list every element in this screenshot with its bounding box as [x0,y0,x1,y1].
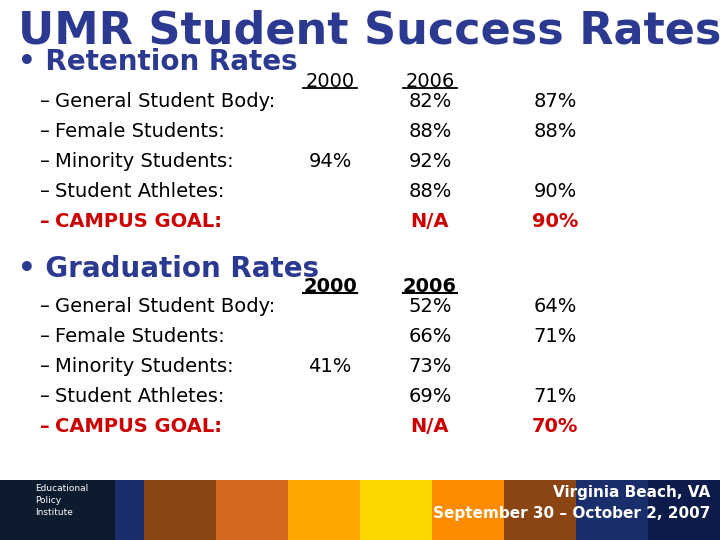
Bar [0,480,115,540]
Text: –: – [40,357,50,376]
Text: 41%: 41% [308,357,351,376]
Text: UMR Student Success Rates: UMR Student Success Rates [18,10,720,53]
Bar [288,480,361,540]
Bar [360,480,433,540]
Text: –: – [40,417,50,436]
Text: 90%: 90% [534,182,577,201]
Bar [576,480,649,540]
Text: –: – [40,327,50,346]
Text: CAMPUS GOAL:: CAMPUS GOAL: [55,417,222,436]
Text: 71%: 71% [534,327,577,346]
Text: –: – [40,212,50,231]
Text: 2000: 2000 [303,277,357,296]
Text: General Student Body:: General Student Body: [55,92,275,111]
Text: 64%: 64% [534,297,577,316]
Bar [648,480,720,540]
Text: 2006: 2006 [403,277,457,296]
Text: 73%: 73% [408,357,451,376]
Text: General Student Body:: General Student Body: [55,297,275,316]
Text: 82%: 82% [408,92,451,111]
Text: Student Athletes:: Student Athletes: [55,182,225,201]
Bar [144,480,217,540]
Text: –: – [40,387,50,406]
Bar [504,480,577,540]
Bar [72,480,145,540]
Text: 66%: 66% [408,327,451,346]
Text: 94%: 94% [308,152,351,171]
Text: Minority Students:: Minority Students: [55,152,233,171]
Text: –: – [40,182,50,201]
Text: 69%: 69% [408,387,451,406]
Text: • Retention Rates: • Retention Rates [18,48,297,76]
Text: Female Students:: Female Students: [55,122,225,141]
Text: Educational
Policy
Institute: Educational Policy Institute [35,484,89,517]
Text: 88%: 88% [534,122,577,141]
Text: –: – [40,297,50,316]
Text: 88%: 88% [408,122,451,141]
Bar [432,480,505,540]
Bar [0,480,73,540]
Text: Virginia Beach, VA
September 30 – October 2, 2007: Virginia Beach, VA September 30 – Octobe… [433,485,710,521]
Text: Female Students:: Female Students: [55,327,225,346]
Text: Minority Students:: Minority Students: [55,357,233,376]
Text: 87%: 87% [534,92,577,111]
Text: • Graduation Rates: • Graduation Rates [18,255,319,283]
Text: 71%: 71% [534,387,577,406]
Text: N/A: N/A [410,212,449,231]
Text: N/A: N/A [410,417,449,436]
Text: 70%: 70% [532,417,578,436]
Bar [216,480,289,540]
Text: Student Athletes:: Student Athletes: [55,387,225,406]
Text: –: – [40,152,50,171]
Text: –: – [40,122,50,141]
Text: 90%: 90% [532,212,578,231]
Text: –: – [40,92,50,111]
Text: 92%: 92% [408,152,451,171]
Text: CAMPUS GOAL:: CAMPUS GOAL: [55,212,222,231]
Text: 2000: 2000 [305,72,354,91]
Text: 52%: 52% [408,297,451,316]
Text: 2006: 2006 [405,72,454,91]
Text: 88%: 88% [408,182,451,201]
